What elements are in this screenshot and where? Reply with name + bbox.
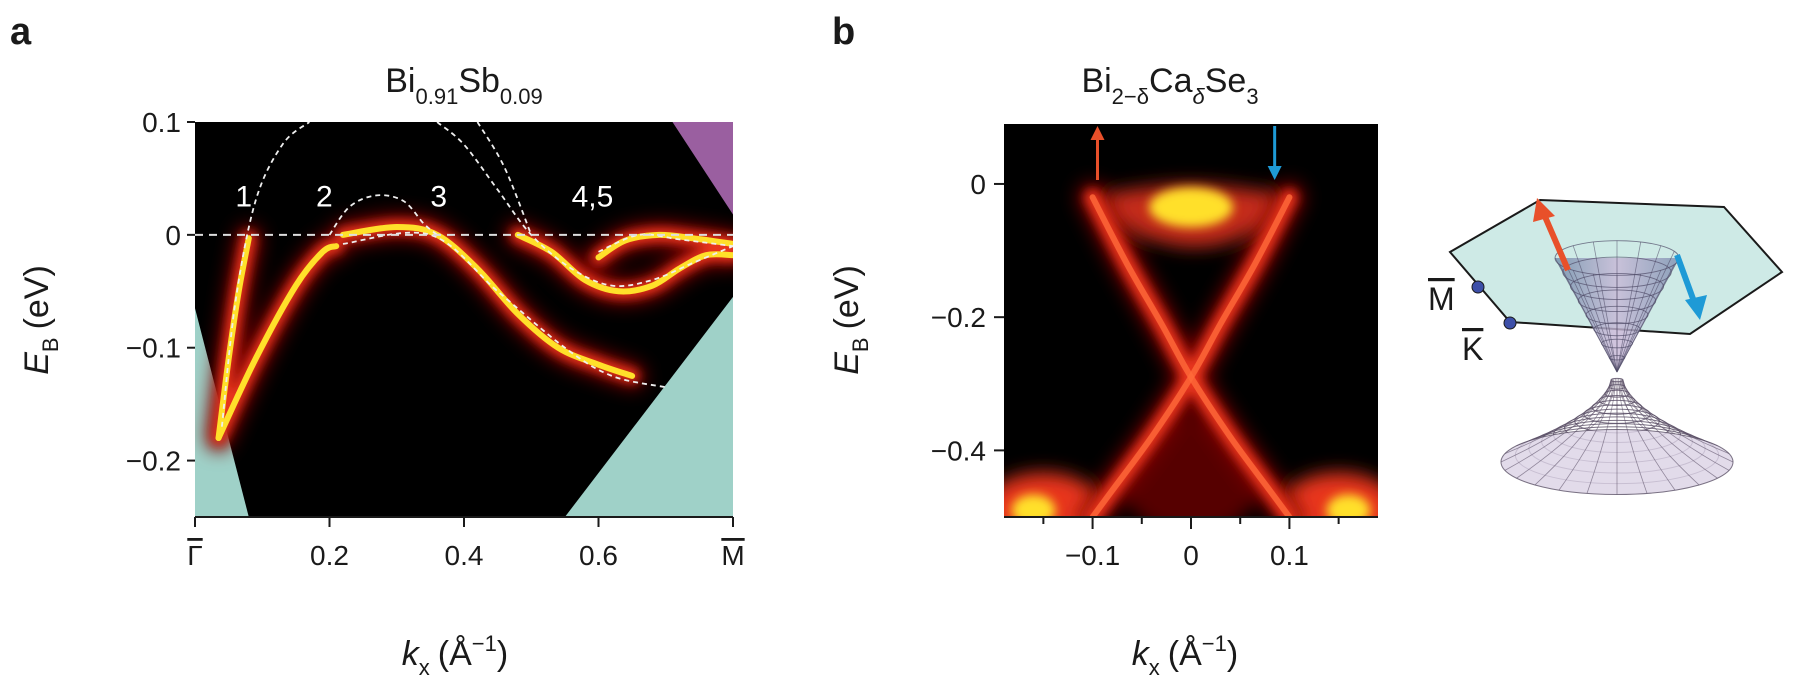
a-x-tick-label-2: 0.4 [445, 540, 484, 571]
upper-cone-meridian-1 [1616, 264, 1675, 373]
a-y-tick-label-2: −0.1 [126, 333, 181, 364]
lower-cone-meridian-8 [1558, 381, 1615, 491]
panel-b-title: Bi2−δCaδSe3 [1081, 62, 1258, 109]
b-x-tick-label-0: −0.1 [1065, 540, 1120, 571]
panel-b-letter: b [832, 11, 855, 53]
dashed-guide-4 [476, 122, 533, 236]
bulk-valence-left-core [1011, 494, 1056, 517]
band-0-core [215, 235, 252, 441]
panel-b-x-ticks: −0.1 0 0.1 [1042, 517, 1340, 571]
band-1-core [215, 243, 340, 441]
lower-cone-meridian-15 [1534, 378, 1614, 440]
upper-cone-filling-core [1149, 187, 1233, 228]
b-y-tick-label-1: −0.2 [931, 302, 986, 333]
a-x-tick-label-3: 0.6 [579, 540, 618, 571]
upper-cone-meridian-11 [1592, 241, 1618, 373]
upper-cone-meridian-5 [1592, 273, 1618, 373]
a-y-tick-label-0: 0.1 [142, 107, 181, 138]
b-y-tick-label-2: −0.4 [931, 435, 986, 466]
lower-cone-meridian-17 [1586, 378, 1616, 431]
band-label-3: 4,5 [572, 181, 614, 214]
bulk-valence-right-core [1326, 494, 1371, 517]
dashed-guide-0 [221, 122, 310, 427]
upper-cone-meridian-13 [1616, 241, 1642, 373]
lower-cone-meridian-16 [1558, 378, 1615, 435]
panel-a-band-cores [215, 223, 733, 441]
band-3-core [514, 231, 733, 295]
upper-cone-meridian-3 [1616, 273, 1642, 373]
a-x-tick-label-1: 0.2 [310, 540, 349, 571]
upper-cone-meridian-9 [1559, 251, 1618, 373]
upper-cone-meridian-2 [1616, 270, 1662, 373]
panel-a: Bi0.91Sb0.09 1 2 3 4,5 Γ 0.2 0.4 0.6 M 0.1 0 −0.1… [18, 62, 745, 680]
lower-cone-meridian-11 [1504, 380, 1612, 471]
panel-a-y-ticks: 0.1 0 −0.1 −0.2 [126, 107, 195, 477]
lower-cone-meridian-4 [1619, 381, 1676, 491]
panel-a-band-labels: 1 2 3 4,5 [235, 181, 613, 214]
dashed-guide-1 [328, 194, 438, 236]
panel-b-arrow-blue [1267, 126, 1282, 180]
panel-b-y-ticks: 0 −0.2 −0.4 [931, 169, 1004, 466]
panel-b-x-axis-label: kx (Å−1) [1132, 631, 1238, 680]
lower-cone-meridian-2 [1621, 380, 1718, 479]
dirac-cone-schematic: M K [1428, 198, 1784, 495]
lower-cone-meridian-14 [1516, 379, 1613, 447]
a-x-tick-label-4: M [721, 540, 744, 571]
m-bar-label: M [1428, 281, 1455, 317]
lower-cone-meridian-19 [1618, 378, 1648, 431]
bulk-region-teal-1 [564, 296, 733, 517]
lower-cone-meridian-20 [1619, 378, 1676, 435]
dashed-guide-3 [436, 122, 733, 287]
panel-b-cone-cores [1089, 194, 1293, 517]
upper-cone-meridian-15 [1616, 251, 1675, 373]
a-y-tick-label-1: 0 [165, 220, 181, 251]
upper-cone-meridian-8 [1554, 257, 1618, 373]
band-label-1: 2 [316, 181, 333, 214]
k-bar-point-dot [1503, 316, 1517, 330]
upper-cone-meridian-14 [1616, 245, 1662, 373]
upper-cone-meridian-10 [1572, 245, 1618, 373]
dashed-guide-2 [342, 231, 666, 389]
band-label-2: 3 [430, 181, 447, 214]
lower-cone-surface [1500, 377, 1734, 495]
lower-cone-meridian-5 [1618, 381, 1648, 494]
upper-cone-surface [1554, 240, 1680, 373]
m-bar-point-dot [1471, 280, 1485, 294]
blue-spin-arrow [1674, 253, 1707, 320]
orange-spin-arrow [1533, 198, 1571, 272]
b-x-tick-label-1: 0 [1183, 540, 1199, 571]
panel-b-y-axis-label: EB(eV) [828, 265, 873, 375]
band-2-core [339, 223, 636, 379]
lower-cone-meridian-1 [1622, 380, 1730, 471]
panel-b: Bi2−δCaδSe3 −0.1 0 0.1 0 −0.2 −0.4 kx (Å−1) E… [828, 62, 1378, 680]
lower-cone-meridian-23 [1622, 379, 1730, 454]
k-bar-label: K [1462, 331, 1483, 367]
a-y-tick-label-3: −0.2 [126, 446, 181, 477]
bulk-region-purple-2 [672, 122, 733, 215]
a-x-tick-label-0: Γ [187, 540, 202, 571]
lower-cone-meridian-7 [1586, 381, 1616, 494]
upper-cone-meridian-6 [1572, 270, 1618, 373]
panel-a-letter: a [10, 11, 32, 53]
panel-b-spin-arrows [1090, 126, 1282, 180]
dirac-branch-right-core [1089, 194, 1293, 517]
panel-a-title: Bi0.91Sb0.09 [385, 62, 542, 109]
lower-cone-meridian-10 [1516, 380, 1613, 479]
b-y-tick-label-0: 0 [970, 169, 986, 200]
band-label-0: 1 [235, 181, 252, 214]
panel-a-x-ticks: Γ 0.2 0.4 0.6 M [187, 517, 745, 571]
panel-b-arrow-orange [1090, 126, 1105, 180]
panel-a-y-axis-label: EB(eV) [18, 265, 63, 375]
b-x-tick-label-2: 0.1 [1270, 540, 1309, 571]
panel-a-x-axis-label: kx (Å−1) [402, 631, 508, 680]
